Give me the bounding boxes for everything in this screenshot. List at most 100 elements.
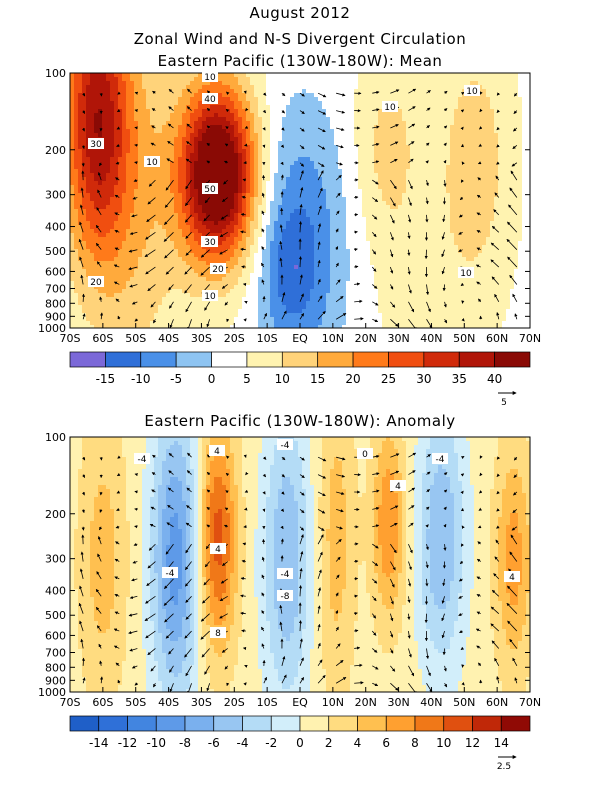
mean-cell [174, 309, 179, 314]
mean-cell [342, 321, 347, 326]
mean-cell [118, 245, 123, 250]
mean-cell [122, 113, 127, 118]
mean-cell [318, 181, 323, 186]
mean-cell [174, 205, 179, 210]
mean-cell [194, 173, 199, 178]
mean-cell [262, 117, 267, 122]
mean-cell [250, 205, 255, 210]
mean-cell [310, 317, 315, 322]
mean-cell [102, 93, 107, 98]
mean-cell [70, 73, 75, 78]
mean-cell [126, 133, 131, 138]
mean-cell [366, 249, 371, 254]
mean-cell [134, 109, 139, 114]
mean-cell [78, 245, 83, 250]
mean-cell [286, 233, 291, 238]
mean-cell [110, 285, 115, 290]
mean-cell [74, 165, 79, 170]
mean-cell [214, 317, 219, 322]
mean-cell [378, 229, 383, 234]
mean-cell [366, 81, 371, 86]
mean-cell [162, 245, 167, 250]
mean-cell [82, 209, 87, 214]
mean-cell [206, 153, 211, 158]
mean-cell [338, 169, 343, 174]
mean-cell [262, 289, 267, 294]
mean-cell [262, 149, 267, 154]
mean-cell [370, 237, 375, 242]
mean-cell [370, 117, 375, 122]
mean-cell [242, 181, 247, 186]
mean-cell [226, 133, 231, 138]
mean-cell [302, 305, 307, 310]
mean-cell [214, 281, 219, 286]
mean-cell [318, 317, 323, 322]
mean-cell [146, 177, 151, 182]
mean-cell [102, 173, 107, 178]
mean-cell [282, 113, 287, 118]
mean-cell [374, 73, 379, 78]
mean-cell [334, 89, 339, 94]
mean-cell [146, 277, 151, 282]
mean-cell [366, 237, 371, 242]
mean-cell [122, 165, 127, 170]
mean-cell [106, 233, 111, 238]
mean-cell [346, 113, 351, 118]
mean-cell [174, 97, 179, 102]
mean-cell [346, 141, 351, 146]
mean-cell [298, 185, 303, 190]
mean-cell [186, 209, 191, 214]
mean-cell [186, 173, 191, 178]
mean-cell [374, 133, 379, 138]
mean-cell [102, 129, 107, 134]
mean-cell [366, 325, 371, 328]
mean-cell [314, 157, 319, 162]
mean-cell [194, 309, 199, 314]
mean-cell [150, 153, 155, 158]
mean-cell [98, 101, 103, 106]
mean-cell [294, 93, 299, 98]
mean-cell [78, 85, 83, 90]
mean-cell [246, 293, 251, 298]
mean-cell [206, 269, 211, 274]
mean-cell [378, 129, 383, 134]
mean-cell [234, 93, 239, 98]
mean-cell [350, 93, 355, 98]
mean-cell [214, 133, 219, 138]
mean-cell [134, 93, 139, 98]
mean-cell [166, 217, 171, 222]
mean-cell [354, 309, 359, 314]
mean-cell [254, 305, 259, 310]
mean-cell [178, 237, 183, 242]
mean-cell [186, 325, 191, 328]
mean-cell [98, 185, 103, 190]
mean-cell [266, 253, 271, 258]
mean-cell [194, 249, 199, 254]
mean-cell [118, 285, 123, 290]
mean-cell [366, 309, 371, 314]
mean-cell [78, 177, 83, 182]
mean-cell [322, 261, 327, 266]
mean-cell [194, 185, 199, 190]
mean-cell [282, 97, 287, 102]
mean-cell [230, 133, 235, 138]
mean-cell [310, 253, 315, 258]
mean-cell [102, 317, 107, 322]
mean-cell [230, 209, 235, 214]
mean-cell [134, 85, 139, 90]
mean-cell [122, 213, 127, 218]
mean-cell [374, 281, 379, 286]
mean-cell [218, 285, 223, 290]
mean-cell [238, 245, 243, 250]
mean-cell [214, 81, 219, 86]
mean-cell [378, 101, 383, 106]
mean-cell [278, 73, 283, 78]
mean-cell [278, 273, 283, 278]
mean-cell [106, 229, 111, 234]
mean-cell [122, 229, 127, 234]
mean-cell [270, 257, 275, 262]
mean-cell [270, 273, 275, 278]
mean-cell [154, 325, 159, 328]
mean-cell [350, 253, 355, 258]
mean-cell [366, 313, 371, 318]
